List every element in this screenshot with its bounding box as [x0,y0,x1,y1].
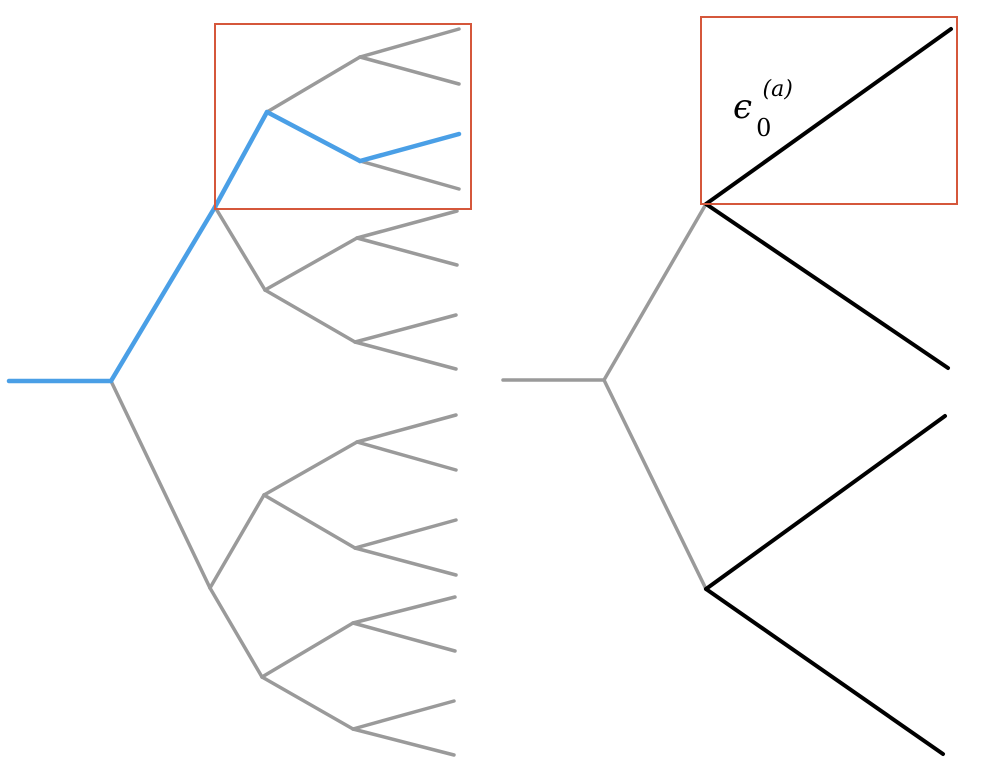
trunk-edge [602,202,708,382]
subtree-edge [704,414,947,591]
tree-edge [260,621,355,679]
subtree-lower [109,379,458,757]
epsilon-subscript: 0 [756,114,771,142]
subtree-upper-upper [265,27,461,191]
reduced-tree: ϵ 0 (a) [501,16,958,756]
tree-edge [213,205,267,292]
tree-edge [260,675,355,731]
tree-edge [358,159,461,191]
highlighted-path [6,109,462,384]
subtree-edge [704,587,945,756]
tree-edge [358,27,461,59]
tree-edge [263,236,359,292]
subtree-edge [704,202,950,370]
trunk-edge [602,378,708,591]
tree-edge [353,518,458,550]
tree-edge [353,313,458,344]
tree-edge [355,413,458,444]
highlight-box-right [700,16,958,205]
tree-edge [208,586,264,679]
tree-edge [109,379,212,590]
tree-edge [351,727,456,757]
path-edge [108,204,218,384]
path-edge [264,109,363,164]
highlight-box-left [214,23,472,210]
subtree-upper-lower [213,205,459,371]
epsilon-label: ϵ 0 (a) [733,77,793,142]
tree-edge [353,340,458,371]
epsilon-superscript: (a) [763,77,793,102]
subtree-edge [704,27,953,206]
tree-edge [355,236,459,267]
tree-edge [262,440,359,497]
tree-edge [208,493,266,590]
tree-edge [265,55,362,114]
tree-edge [351,699,456,731]
path-edge [357,131,462,164]
tree-edge [355,209,459,240]
tree-edge [351,621,457,653]
path-edge [212,109,270,210]
tree-edge [353,546,458,577]
tree-edge [263,288,357,344]
tree-edge [355,440,458,472]
full-tree [6,23,472,757]
tree-edge [262,493,357,550]
tree-edge [351,595,457,625]
tree-edge [358,55,461,86]
epsilon-symbol: ϵ [733,87,752,127]
